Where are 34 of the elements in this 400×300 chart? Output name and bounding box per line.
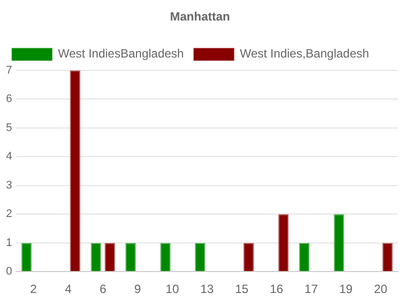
y-tick-label: 7 (6, 64, 12, 76)
y-tick-label: 6 (6, 93, 12, 106)
x-tick-label: 10 (166, 282, 180, 296)
bar (125, 242, 136, 272)
x-tick-label: 9 (134, 282, 142, 296)
y-tick-label: 5 (6, 122, 12, 134)
y-tick-label: 3 (6, 179, 12, 192)
y-tick-label: 2 (6, 208, 12, 220)
y-tick-label: 4 (6, 150, 12, 163)
x-tick-label: 19 (339, 282, 353, 296)
x-tick-label: 15 (235, 282, 249, 296)
bar (21, 242, 32, 272)
bar (299, 242, 310, 272)
bar (104, 242, 116, 272)
bar (70, 70, 80, 272)
bar (160, 242, 171, 272)
legend-label: West IndiesBangladesh (58, 46, 184, 61)
bar (90, 242, 102, 272)
y-tick-label: 0 (6, 266, 12, 278)
x-tick-label: 2 (30, 282, 38, 296)
y-tick-label: 1 (6, 236, 12, 249)
x-tick-label: 4 (64, 282, 72, 296)
bar (382, 242, 393, 272)
legend-label: West Indies,Bangladesh (240, 46, 370, 61)
chart-title: Manhattan (170, 10, 230, 24)
bar (278, 214, 289, 272)
x-tick-label: 6 (100, 282, 107, 296)
bar (334, 214, 344, 272)
x-tick-label: 16 (270, 282, 284, 296)
x-tick-label: 17 (304, 282, 318, 296)
x-tick-label: 20 (374, 282, 388, 296)
bar (244, 242, 254, 272)
bar (194, 242, 206, 272)
x-tick-label: 13 (200, 282, 214, 296)
